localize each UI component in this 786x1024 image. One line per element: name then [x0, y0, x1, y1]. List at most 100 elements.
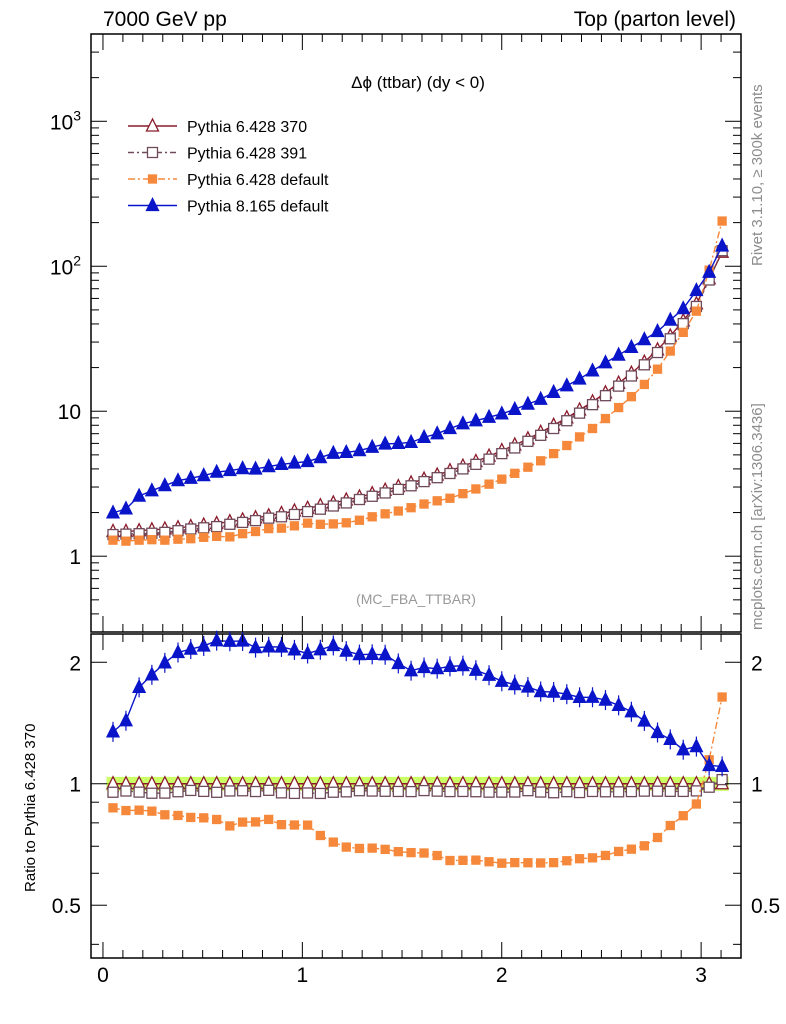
ratio-point	[236, 785, 249, 797]
ratio-point	[313, 641, 328, 656]
data-point	[105, 504, 121, 519]
ratio-point	[430, 660, 445, 675]
ratio-point	[159, 787, 171, 799]
data-point	[134, 535, 144, 545]
main-y-tick-label: 103	[50, 107, 81, 134]
ratio-point	[146, 787, 158, 799]
ratio-point	[211, 786, 223, 798]
ratio-point	[366, 785, 378, 797]
ratio-point	[105, 723, 121, 738]
legend-entry: Pythia 6.428 default	[128, 172, 329, 189]
data-point	[354, 515, 365, 525]
ratio-point	[664, 785, 676, 797]
ratio-point	[108, 803, 118, 813]
ratio-point	[484, 857, 494, 867]
ratio-point	[572, 688, 587, 703]
data-point	[497, 474, 507, 484]
ratio-point	[380, 844, 390, 855]
data-point	[533, 390, 548, 405]
data-point	[455, 415, 470, 430]
ratio-point	[585, 688, 600, 703]
ratio-point	[353, 785, 366, 797]
data-point	[573, 407, 586, 419]
ratio-point	[663, 730, 678, 746]
data-point	[494, 405, 509, 420]
data-point	[199, 532, 209, 542]
data-point	[224, 518, 236, 530]
data-point	[147, 535, 157, 545]
ratio-point	[676, 741, 691, 756]
ratio-point	[157, 654, 172, 669]
ratio-line	[112, 639, 723, 768]
ratio-point	[562, 856, 572, 866]
data-point	[509, 442, 521, 454]
data-point	[379, 487, 391, 499]
data-point	[121, 536, 131, 546]
data-point	[209, 463, 224, 478]
ratio-point	[717, 692, 727, 702]
ratio-point	[237, 817, 248, 827]
mcplots-label: mcplots.cern.ch [arXiv:1306.3436]	[749, 403, 766, 630]
ratio-series-layer	[105, 630, 730, 868]
ratio-point	[261, 638, 276, 653]
data-point	[691, 306, 702, 316]
header-right: Top (parton level)	[573, 8, 736, 31]
ratio-point	[118, 712, 134, 727]
ratio-point	[288, 787, 301, 800]
data-point	[445, 493, 455, 503]
ratio-point	[365, 645, 380, 660]
ratio-point	[250, 817, 261, 827]
data-point	[418, 475, 430, 488]
ratio-y-tick-label: 0.5	[52, 895, 81, 918]
data-point	[160, 535, 170, 545]
data-point	[289, 521, 300, 531]
data-point	[416, 428, 432, 444]
x-tick-label: 2	[496, 964, 508, 987]
data-point	[235, 460, 250, 475]
data-point	[650, 323, 665, 338]
data-point	[315, 519, 326, 529]
data-point	[392, 483, 404, 496]
ratio-point	[132, 678, 147, 693]
data-point	[626, 392, 637, 402]
x-tick-label: 0	[97, 964, 109, 987]
legend-entry: Pythia 8.165 default	[128, 197, 329, 216]
ratio-point	[548, 857, 559, 868]
ratio-point	[432, 850, 442, 861]
ratio-point	[276, 819, 287, 830]
x-tick-label: 3	[695, 964, 707, 987]
data-point	[559, 377, 574, 392]
data-point	[313, 449, 328, 464]
ratio-point	[611, 696, 626, 711]
data-point	[170, 472, 186, 487]
series-pythia-6-428-default	[108, 216, 727, 546]
legend-marker	[147, 174, 158, 184]
data-point	[274, 455, 289, 471]
ratio-point	[481, 666, 497, 681]
ratio-point	[458, 855, 468, 865]
data-point	[600, 413, 611, 424]
data-point	[301, 505, 314, 518]
data-point	[327, 500, 339, 512]
ratio-point	[274, 638, 289, 653]
ratio-point	[133, 786, 145, 798]
data-point	[378, 435, 393, 450]
legend-marker	[145, 197, 160, 212]
data-point	[406, 503, 416, 513]
ratio-point	[340, 786, 352, 798]
ratio-point	[703, 781, 715, 793]
data-point	[248, 460, 263, 475]
data-point	[715, 237, 730, 252]
ratio-frame-rect	[90, 633, 742, 959]
series-pythia-6-428-370	[105, 243, 730, 538]
data-point	[353, 493, 366, 506]
data-point	[249, 514, 262, 527]
ratio-point	[600, 850, 611, 861]
ratio-point	[405, 785, 417, 798]
data-point	[431, 472, 443, 484]
data-point	[585, 362, 600, 377]
ratio-point	[471, 855, 481, 865]
main-y-tick-exponent: 2	[73, 252, 81, 268]
data-point	[419, 499, 429, 509]
ratio-point	[406, 847, 416, 858]
